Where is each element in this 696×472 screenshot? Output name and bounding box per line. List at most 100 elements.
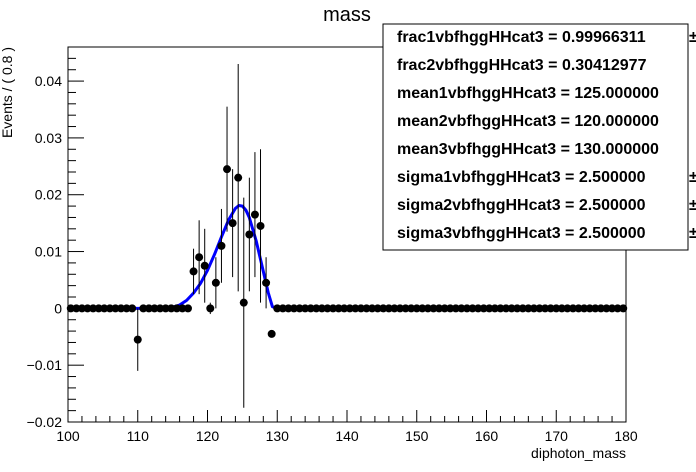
data-point bbox=[183, 304, 192, 313]
data-marker bbox=[161, 304, 170, 313]
data-points bbox=[66, 64, 628, 408]
data-marker bbox=[513, 304, 522, 313]
data-marker bbox=[591, 304, 600, 313]
data-marker bbox=[563, 304, 572, 313]
data-marker bbox=[223, 165, 232, 174]
data-marker bbox=[446, 304, 455, 313]
parameter-box: frac1vbfhggHHcat3 = 0.99966311 ± frac2vbfh… bbox=[382, 23, 696, 251]
data-marker bbox=[524, 304, 533, 313]
data-marker bbox=[150, 304, 159, 313]
data-marker bbox=[334, 304, 343, 313]
data-marker bbox=[541, 304, 550, 313]
data-point bbox=[234, 64, 243, 292]
data-marker bbox=[289, 304, 298, 313]
data-point bbox=[206, 302, 215, 315]
data-marker bbox=[574, 304, 583, 313]
data-marker bbox=[284, 304, 293, 313]
x-tick-label: 180 bbox=[614, 428, 638, 444]
data-marker bbox=[379, 304, 388, 313]
parameter-line: mean3vbfhggHHcat3 = 130.000000 bbox=[397, 141, 659, 158]
data-marker bbox=[535, 304, 544, 313]
data-marker bbox=[396, 304, 405, 313]
x-tick-label: 150 bbox=[405, 428, 429, 444]
data-marker bbox=[546, 304, 555, 313]
data-point bbox=[228, 169, 237, 278]
parameter-line: frac1vbfhggHHcat3 = 0.99966311 bbox=[397, 29, 646, 46]
y-tick-label: 0.04 bbox=[35, 73, 62, 89]
data-marker bbox=[144, 304, 153, 313]
data-marker bbox=[362, 304, 371, 313]
x-tick-label: 170 bbox=[545, 428, 569, 444]
data-marker bbox=[418, 304, 427, 313]
x-tick-label: 120 bbox=[196, 428, 220, 444]
data-point bbox=[250, 152, 259, 278]
chart-title: mass bbox=[323, 4, 371, 26]
parameter-overflow-mark: ± bbox=[689, 169, 696, 186]
x-tick-label: 160 bbox=[475, 428, 499, 444]
data-marker bbox=[273, 304, 282, 313]
data-marker bbox=[423, 304, 432, 313]
data-marker bbox=[390, 304, 399, 313]
x-tick-label: 110 bbox=[127, 428, 150, 444]
data-point bbox=[200, 228, 209, 303]
x-axis: 100 110 120 130 140 150 160 170 180 bbox=[56, 410, 638, 444]
parameter-line: sigma1vbfhggHHcat3 = 2.500000 bbox=[397, 169, 646, 186]
y-tick-label: 0.01 bbox=[35, 244, 62, 260]
data-marker bbox=[122, 304, 131, 313]
x-tick-label: 100 bbox=[56, 428, 80, 444]
data-marker bbox=[435, 304, 444, 313]
data-marker bbox=[356, 304, 365, 313]
data-marker bbox=[568, 304, 577, 313]
data-marker bbox=[278, 304, 287, 313]
data-marker bbox=[490, 304, 499, 313]
data-marker bbox=[619, 304, 628, 313]
data-marker bbox=[156, 304, 165, 313]
data-marker bbox=[306, 304, 315, 313]
data-marker bbox=[267, 329, 276, 338]
data-point bbox=[189, 248, 198, 295]
data-marker bbox=[602, 304, 611, 313]
data-marker bbox=[462, 304, 471, 313]
parameter-line: sigma2vbfhggHHcat3 = 2.500000 bbox=[397, 197, 646, 214]
data-marker bbox=[217, 241, 226, 250]
data-marker bbox=[557, 304, 566, 313]
data-point bbox=[211, 257, 220, 309]
data-marker bbox=[373, 304, 382, 313]
data-marker bbox=[451, 304, 460, 313]
data-marker bbox=[178, 304, 187, 313]
data-marker bbox=[440, 304, 449, 313]
data-marker bbox=[384, 304, 393, 313]
data-marker bbox=[345, 304, 354, 313]
data-marker bbox=[211, 278, 220, 287]
data-marker bbox=[507, 304, 516, 313]
data-marker bbox=[401, 304, 410, 313]
data-marker bbox=[94, 304, 103, 313]
y-tick-label: 0.03 bbox=[35, 130, 62, 146]
parameter-overflow-mark: ± bbox=[689, 225, 696, 242]
data-marker bbox=[89, 304, 98, 313]
data-marker bbox=[167, 304, 176, 313]
data-marker bbox=[351, 304, 360, 313]
data-marker bbox=[83, 304, 92, 313]
data-marker bbox=[585, 304, 594, 313]
data-marker bbox=[518, 304, 527, 313]
data-marker bbox=[139, 304, 148, 313]
data-marker bbox=[100, 304, 109, 313]
data-marker bbox=[111, 304, 120, 313]
data-marker bbox=[128, 304, 137, 313]
data-marker bbox=[256, 221, 265, 230]
data-marker bbox=[66, 304, 75, 313]
data-marker bbox=[580, 304, 589, 313]
data-marker bbox=[429, 304, 438, 313]
data-marker bbox=[529, 304, 538, 313]
data-marker bbox=[412, 304, 421, 313]
data-marker bbox=[457, 304, 466, 313]
parameter-line: frac2vbfhggHHcat3 = 0.30412977 bbox=[397, 57, 647, 74]
data-point bbox=[128, 304, 137, 313]
data-marker bbox=[295, 304, 304, 313]
data-marker bbox=[77, 304, 86, 313]
data-point bbox=[223, 106, 232, 232]
data-point bbox=[217, 208, 226, 283]
parameter-line: mean2vbfhggHHcat3 = 120.000000 bbox=[397, 113, 659, 130]
data-marker bbox=[368, 304, 377, 313]
